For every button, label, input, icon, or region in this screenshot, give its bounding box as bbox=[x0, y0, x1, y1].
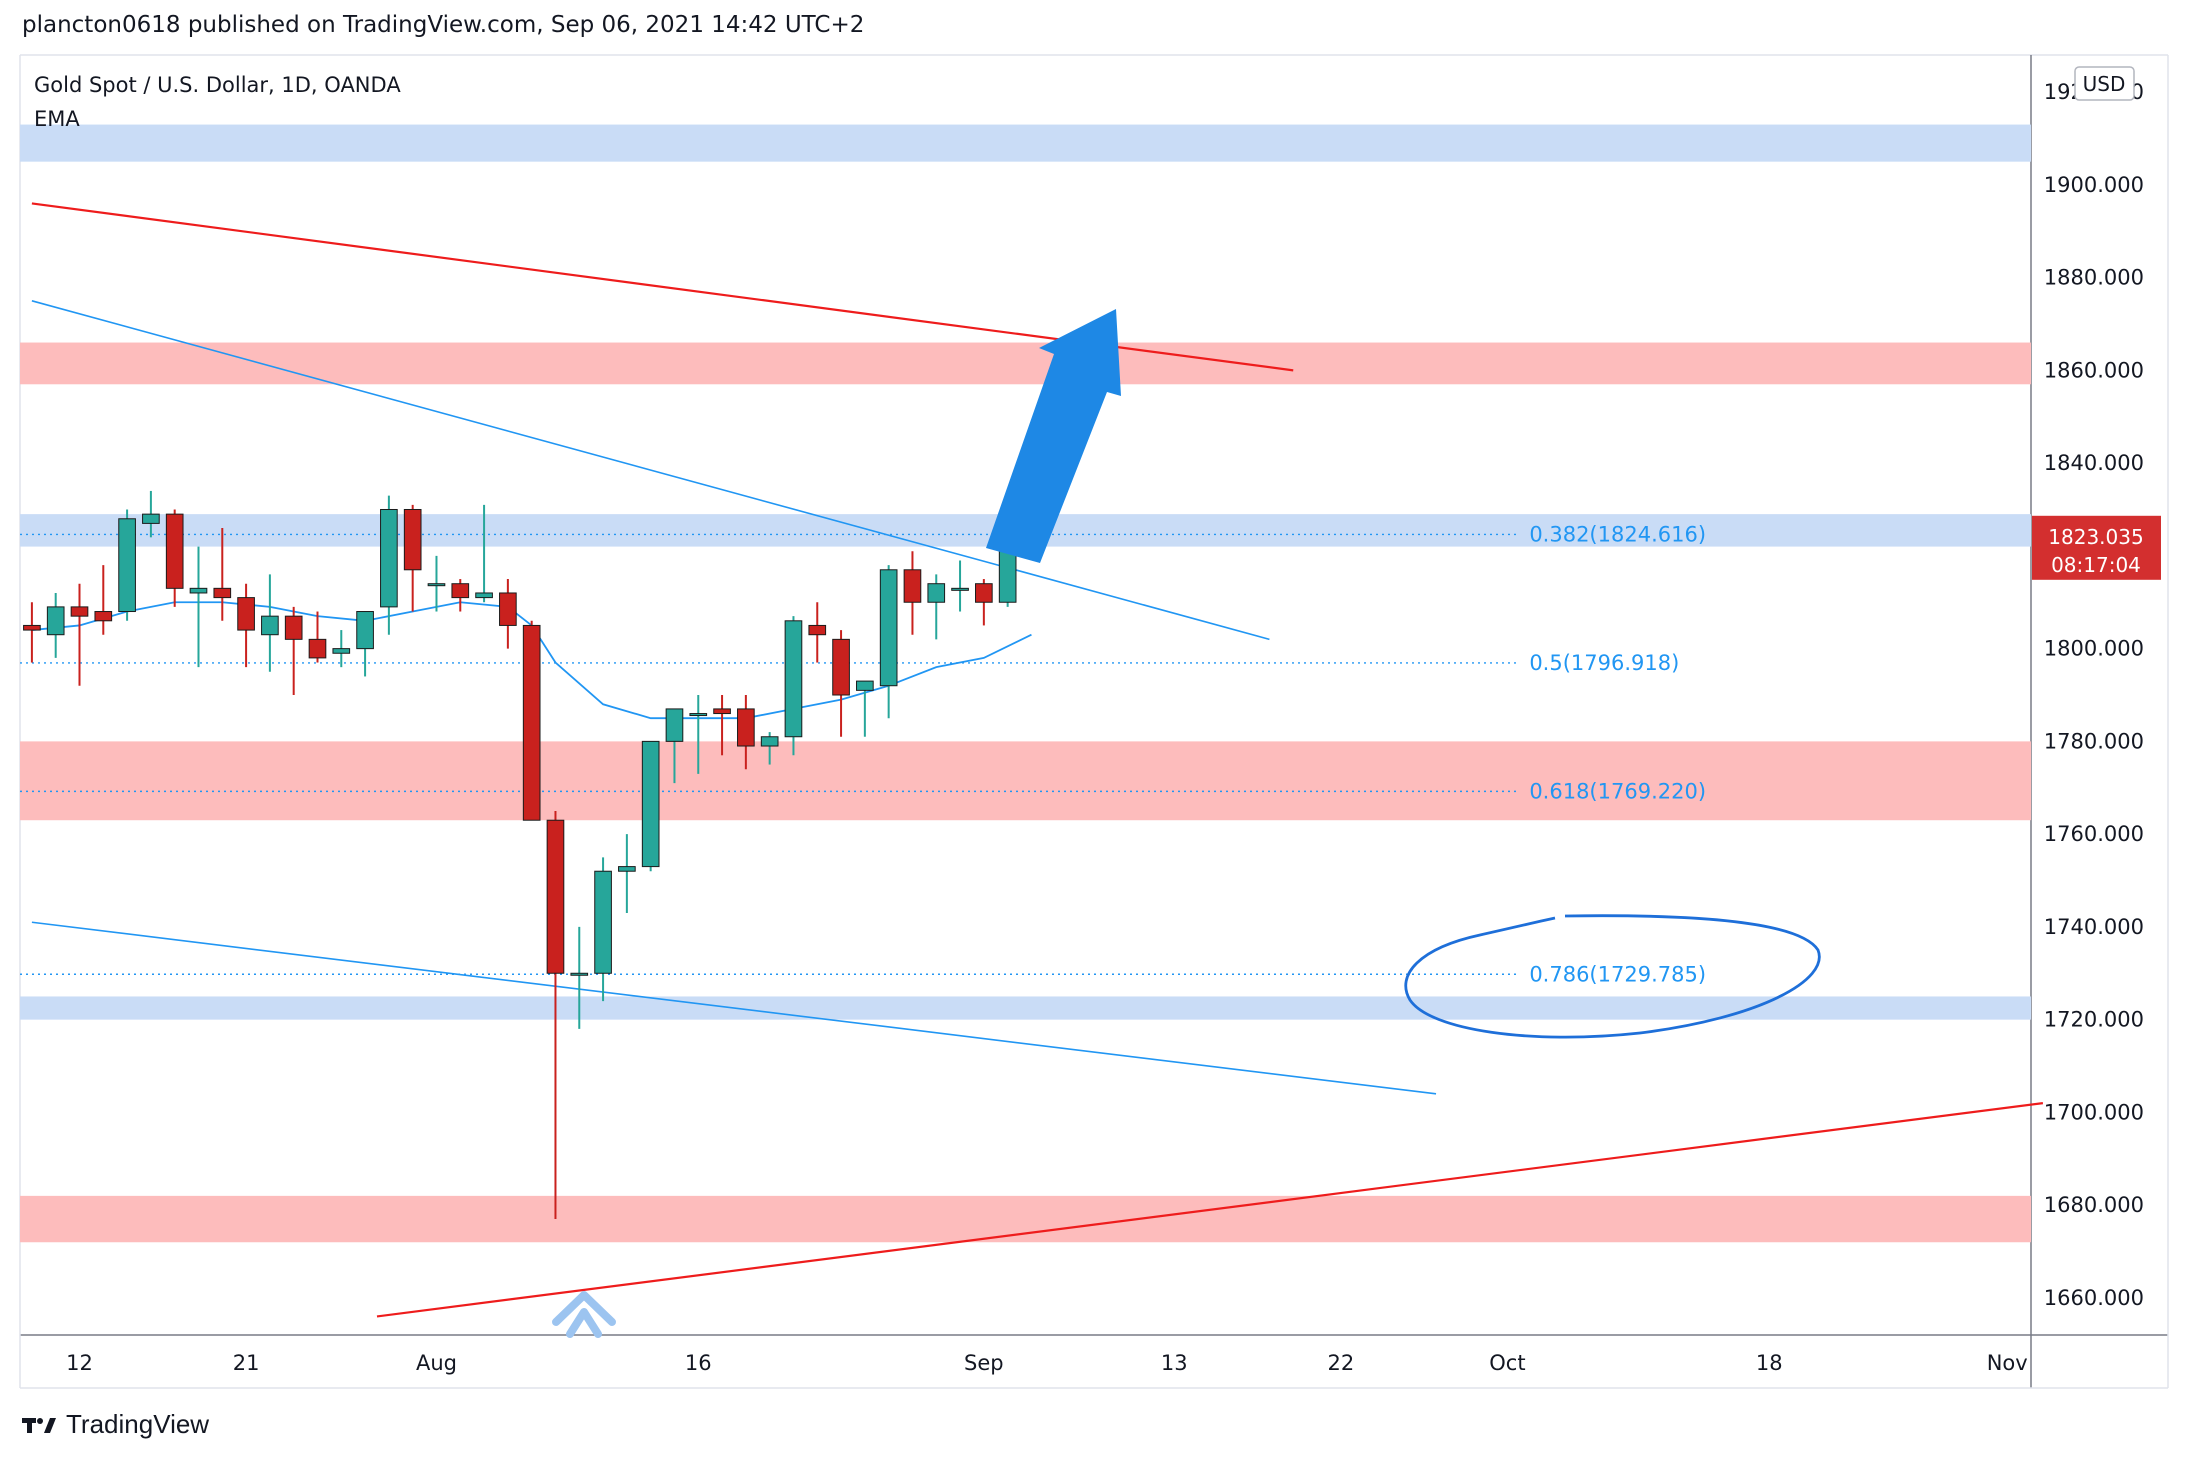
time-tick-label: Sep bbox=[964, 1351, 1004, 1375]
candle-body bbox=[380, 508, 398, 608]
candle-body bbox=[213, 587, 232, 599]
trendline-blue bbox=[31, 921, 1437, 1095]
candle-body bbox=[165, 513, 184, 589]
candle-body bbox=[832, 638, 850, 696]
candle-body bbox=[546, 819, 565, 974]
currency-label: USD bbox=[2083, 72, 2126, 96]
candle-body bbox=[737, 708, 755, 747]
zone-blue bbox=[20, 124, 2031, 162]
candle-body bbox=[308, 638, 327, 659]
trendline-red bbox=[376, 1102, 2044, 1318]
price-tick-label: 1660.000 bbox=[2044, 1286, 2144, 1310]
candle-body bbox=[594, 870, 612, 974]
time-tick-label: 21 bbox=[233, 1351, 260, 1375]
zone-blue bbox=[20, 996, 2031, 1020]
candle-body bbox=[522, 624, 541, 821]
candle-body bbox=[570, 972, 589, 976]
fib-label: 0.382(1824.616) bbox=[1529, 522, 1706, 546]
ema-indicator-legend[interactable]: EMA bbox=[34, 107, 80, 131]
hand-drawn-ellipse bbox=[1404, 914, 1821, 1039]
price-tick-label: 1780.000 bbox=[2044, 729, 2144, 753]
price-tick-label: 1680.000 bbox=[2044, 1193, 2144, 1217]
candle-body bbox=[332, 648, 351, 654]
fib-label: 0.786(1729.785) bbox=[1529, 962, 1706, 986]
candle-body bbox=[46, 606, 65, 636]
candle-body bbox=[142, 513, 160, 524]
candle-body bbox=[356, 611, 374, 650]
candle-body bbox=[808, 624, 827, 636]
axes: 1660.000 1680.000 1700.000 1720.000 1740.000… bbox=[66, 80, 2144, 1375]
price-tick-label: 1880.000 bbox=[2044, 266, 2144, 290]
tradingview-logo-icon bbox=[22, 1417, 56, 1433]
price-tick-label: 1720.000 bbox=[2044, 1008, 2144, 1032]
candle-body bbox=[927, 583, 946, 603]
publish-info: plancton0618 published on TradingView.co… bbox=[22, 12, 865, 38]
price-tick-label: 1860.000 bbox=[2044, 358, 2144, 382]
candle-body bbox=[856, 680, 874, 691]
time-tick-label: 22 bbox=[1327, 1351, 1354, 1375]
symbol-legend[interactable]: Gold Spot / U.S. Dollar, 1D, OANDA bbox=[34, 73, 401, 97]
candle-body bbox=[499, 592, 517, 626]
candle-body bbox=[94, 611, 113, 622]
fibonacci-levels: 0.382(1824.616) 0.5(1796.918) 0.618(1769.2… bbox=[20, 522, 1706, 986]
tradingview-brand: TradingView bbox=[66, 1409, 210, 1439]
candle-body bbox=[284, 615, 303, 640]
time-tick-label: 12 bbox=[66, 1351, 93, 1375]
candle-body bbox=[403, 508, 422, 571]
candle-body bbox=[70, 606, 89, 617]
zone-red bbox=[20, 342, 2031, 385]
candle-body bbox=[951, 587, 969, 591]
price-tick-label: 1840.000 bbox=[2044, 451, 2144, 475]
fib-label: 0.618(1769.220) bbox=[1529, 779, 1706, 803]
candle-body bbox=[713, 708, 731, 715]
support-resistance-zones bbox=[20, 124, 2031, 1243]
time-tick-label: Nov bbox=[1987, 1351, 2028, 1375]
time-tick-label: Oct bbox=[1489, 1351, 1525, 1375]
candle-body bbox=[23, 624, 41, 631]
candle-body bbox=[427, 583, 446, 587]
candle-body bbox=[237, 597, 255, 631]
price-tick-label: 1740.000 bbox=[2044, 915, 2144, 939]
price-tick-label: 1700.000 bbox=[2044, 1100, 2144, 1124]
bar-countdown-label: 08:17:04 bbox=[2051, 553, 2141, 577]
up-arrow-icon bbox=[552, 1291, 616, 1338]
zone-red bbox=[20, 1195, 2031, 1243]
candle-body bbox=[903, 569, 922, 603]
candle-body bbox=[641, 740, 660, 868]
candle-body bbox=[189, 587, 208, 594]
zone-red bbox=[20, 741, 2031, 821]
candle-body bbox=[665, 708, 684, 742]
candlesticks bbox=[23, 490, 1041, 1220]
price-tick-label: 1800.000 bbox=[2044, 637, 2144, 661]
time-tick-label: Aug bbox=[416, 1351, 457, 1375]
time-tick-label: 13 bbox=[1161, 1351, 1188, 1375]
candle-body bbox=[879, 569, 898, 687]
candle-body bbox=[784, 620, 803, 738]
candle-body bbox=[261, 615, 279, 636]
price-tick-label: 1760.000 bbox=[2044, 822, 2144, 846]
fib-label: 0.5(1796.918) bbox=[1529, 651, 1679, 675]
candle-body bbox=[451, 583, 470, 599]
candle-body bbox=[689, 713, 708, 717]
candle-body bbox=[618, 866, 636, 872]
candle-body bbox=[975, 583, 993, 603]
candle-body bbox=[475, 592, 493, 599]
target-arrow bbox=[986, 309, 1121, 563]
currency-button[interactable] bbox=[2074, 66, 2135, 101]
price-tick-label: 1900.000 bbox=[2044, 173, 2144, 197]
candle-body bbox=[118, 518, 136, 613]
time-tick-label: 16 bbox=[685, 1351, 712, 1375]
current-price-label: 1823.035 bbox=[2048, 525, 2143, 549]
trendline-blue bbox=[31, 300, 1270, 641]
time-tick-label: 18 bbox=[1756, 1351, 1783, 1375]
tradingview-logo[interactable]: TradingView bbox=[22, 1409, 209, 1440]
price-badge: 1823.035 08:17:04 bbox=[2032, 515, 2161, 580]
candle-body bbox=[760, 736, 779, 747]
